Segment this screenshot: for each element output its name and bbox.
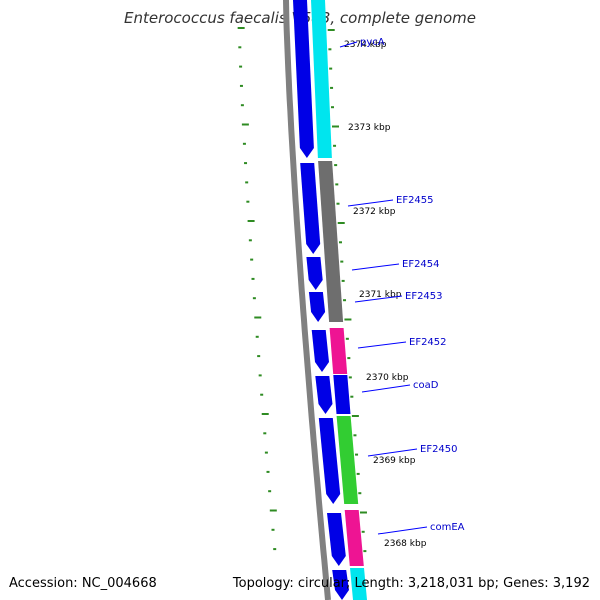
label-leader: [351, 263, 400, 271]
kbp-label: 2369 kbp: [373, 456, 416, 466]
cog-block-4: [333, 375, 351, 414]
cog-block-2: [318, 161, 344, 322]
cog-block-6: [344, 510, 364, 566]
label-leader: [367, 448, 418, 457]
cds-block-3: [306, 257, 323, 290]
gene-label-pycA: pycA: [360, 37, 385, 48]
gene-label-coaD: coaD: [413, 380, 439, 391]
gene-label-EF2453: EF2453: [405, 291, 443, 302]
cog-block-7: [350, 568, 367, 600]
cog-block-3: [329, 328, 348, 374]
gene-label-EF2455: EF2455: [396, 195, 434, 206]
accession-label: Accession: NC_004668: [9, 576, 157, 591]
cds-block-8: [327, 513, 346, 566]
gene-label-EF2454: EF2454: [402, 259, 440, 270]
cds-block-7: [318, 418, 341, 504]
label-leader: [354, 295, 403, 303]
cog-block-5: [336, 416, 359, 504]
cds-block-5: [311, 330, 329, 372]
gene-label-EF2452: EF2452: [409, 337, 447, 348]
label-leader: [361, 384, 411, 393]
genome-backbone: [283, 0, 331, 600]
cds-block-2: [300, 163, 321, 254]
label-leader: [357, 341, 407, 349]
gene-labels: pycA EF2455 EF2454 EF2453 EF2452 coaD EF2450 co…: [339, 37, 465, 535]
cog-block-1: [311, 0, 332, 158]
kbp-labels: 2374 kbp 2373 kbp 2372 kbp 2371 kbp 2370 kbp…: [344, 40, 427, 549]
gene-label-EF2450: EF2450: [420, 444, 458, 455]
kbp-label: 2372 kbp: [353, 207, 396, 217]
cds-block-4: [308, 292, 326, 322]
gc-skew-ticks: [237, 27, 277, 551]
kbp-label: 2374 kbp: [344, 40, 387, 50]
kbp-label: 2373 kbp: [348, 123, 391, 133]
label-leader: [377, 526, 428, 535]
scale-ticks: [327, 29, 367, 553]
gene-label-comEA: comEA: [430, 522, 465, 533]
kbp-label: 2368 kbp: [384, 539, 427, 549]
kbp-label: 2371 kbp: [359, 290, 402, 300]
genome-summary: Topology: circular; Length: 3,218,031 bp…: [232, 576, 590, 591]
kbp-label: 2370 kbp: [366, 373, 409, 383]
cog-track: [311, 0, 367, 600]
label-leader: [347, 199, 394, 207]
cds-block-9: [332, 570, 349, 600]
cds-track: [293, 0, 349, 600]
label-leader: [339, 41, 358, 48]
cds-block-1: [293, 0, 314, 158]
backbone-line: [283, 0, 331, 600]
cds-block-6: [315, 376, 333, 414]
